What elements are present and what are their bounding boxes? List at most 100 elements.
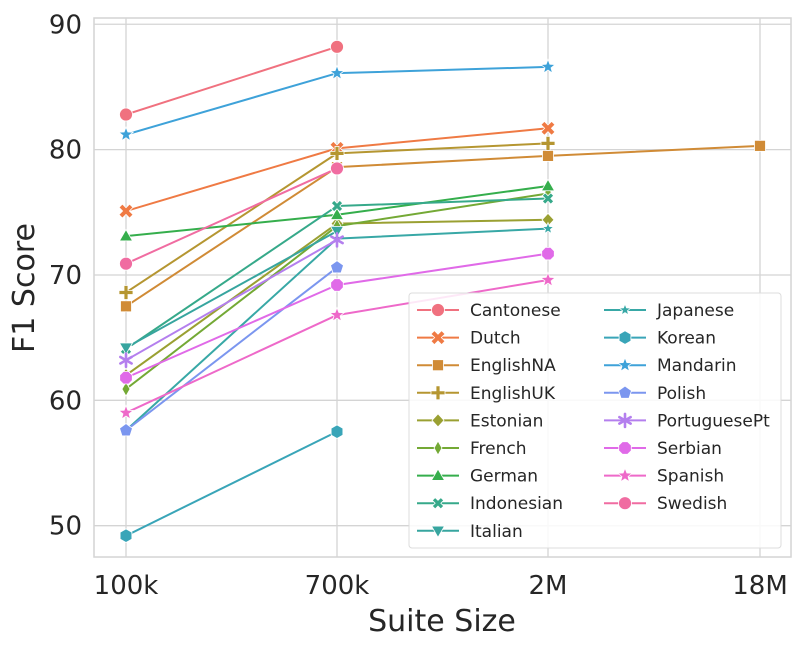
series-cantonese — [119, 39, 344, 122]
x-tick-label: 2M — [529, 571, 568, 601]
data-point — [541, 246, 555, 261]
legend: Cantonese Dutch EnglishNA EnglishUK Estonian… — [408, 292, 782, 549]
y-tick-label: 60 — [49, 386, 82, 416]
x-axis-ticks: 100k 700k 2M 18M — [94, 571, 788, 601]
series-portuguesept — [119, 232, 344, 369]
data-point — [430, 468, 446, 481]
legend-item: Japanese — [604, 301, 734, 321]
data-point — [754, 139, 766, 152]
data-point — [539, 58, 557, 74]
data-point — [540, 178, 556, 192]
data-point — [433, 440, 443, 456]
data-point — [618, 302, 632, 316]
series-korean — [119, 424, 344, 543]
data-point — [541, 221, 555, 235]
data-point — [118, 342, 134, 355]
data-point — [117, 404, 135, 420]
data-point — [330, 260, 344, 274]
legend-label: Italian — [470, 522, 523, 542]
data-point — [618, 496, 632, 511]
legend-item: Dutch — [417, 329, 521, 349]
legend-label: Serbian — [657, 439, 722, 459]
legend-item: Cantonese — [417, 301, 561, 321]
data-point — [616, 356, 634, 373]
legend-item: Mandarin — [604, 356, 737, 376]
series-group — [117, 39, 766, 543]
data-point — [330, 424, 344, 439]
legend-frame — [408, 292, 782, 549]
series-line — [125, 238, 338, 362]
legend-label: Japanese — [656, 301, 734, 321]
data-point — [330, 39, 344, 54]
legend-item: French — [417, 439, 527, 459]
series-swedish — [119, 161, 344, 271]
data-point — [431, 496, 445, 510]
series-german — [118, 178, 556, 242]
series-line — [125, 230, 338, 349]
data-point — [330, 161, 344, 176]
series-polish — [119, 260, 344, 437]
x-tick-label: 700k — [305, 571, 370, 601]
series-serbian — [119, 246, 555, 385]
data-point — [541, 192, 555, 205]
asterisk-stroke — [618, 415, 632, 425]
legend-item: Swedish — [604, 494, 727, 514]
legend-item: EnglishNA — [417, 356, 556, 376]
legend-label: Swedish — [657, 494, 727, 514]
legend-label: Mandarin — [657, 356, 737, 376]
legend-label: German — [470, 467, 538, 487]
legend-label: PortuguesePt — [657, 411, 770, 431]
x-tick-label: 18M — [732, 571, 788, 601]
data-point — [539, 271, 557, 287]
legend-item: PortuguesePt — [604, 411, 770, 431]
data-point — [618, 385, 632, 399]
legend-item: Serbian — [604, 439, 722, 459]
legend-item: Italian — [417, 522, 523, 542]
data-point — [540, 135, 556, 151]
legend-label: Polish — [657, 384, 706, 404]
legend-item: Korean — [604, 329, 716, 349]
series-englishuk — [118, 135, 556, 300]
legend-label: EnglishNA — [470, 356, 556, 376]
asterisk-stroke — [330, 235, 344, 245]
x-axis-label: Suite Size — [368, 604, 516, 639]
y-tick-label: 80 — [49, 136, 82, 166]
series-mandarin — [117, 58, 557, 142]
data-point — [431, 303, 445, 317]
data-point — [119, 423, 133, 437]
legend-label: Estonian — [470, 411, 543, 431]
data-point — [118, 228, 134, 242]
data-point — [330, 232, 344, 248]
y-axis-label: F1 Score — [7, 223, 42, 353]
asterisk-stroke — [119, 355, 133, 365]
data-point — [119, 256, 133, 271]
data-point — [542, 149, 554, 162]
legend-item: Estonian — [417, 411, 543, 431]
y-tick-label: 50 — [49, 512, 82, 542]
legend-label: French — [470, 439, 527, 459]
legend-item: Indonesian — [417, 494, 563, 514]
data-point — [118, 285, 134, 300]
data-point — [430, 385, 446, 401]
data-point — [119, 371, 133, 385]
legend-label: EnglishUK — [470, 384, 556, 404]
data-point — [119, 528, 133, 543]
legend-label: Indonesian — [470, 494, 563, 514]
data-point — [119, 107, 133, 122]
data-point — [430, 525, 446, 539]
data-point — [432, 359, 444, 372]
data-point — [618, 412, 632, 429]
legend-label: Dutch — [470, 329, 521, 349]
data-point — [330, 278, 344, 292]
data-point — [330, 199, 344, 213]
x-tick-label: 100k — [94, 571, 159, 601]
data-point — [328, 64, 346, 81]
legend-label: Spanish — [657, 467, 724, 487]
data-point — [117, 125, 135, 142]
series-line — [125, 45, 338, 116]
legend-label: Cantonese — [470, 301, 561, 321]
data-point — [121, 381, 131, 397]
data-point — [431, 413, 445, 428]
series-line — [125, 430, 338, 537]
